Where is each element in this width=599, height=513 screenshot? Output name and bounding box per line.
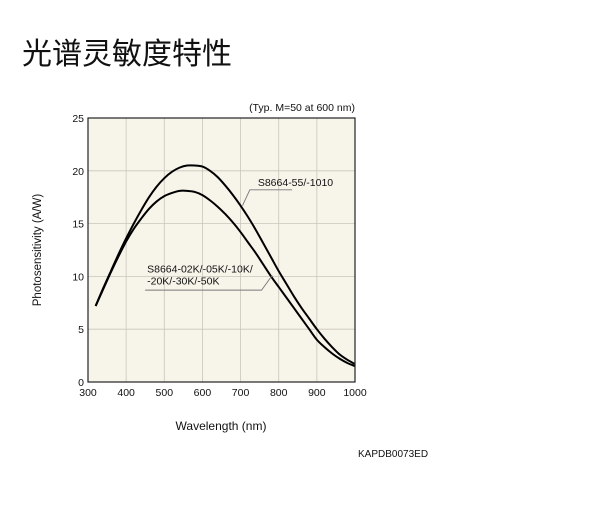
series-line-1: [94, 164, 356, 365]
y-tick-label: 0: [78, 377, 84, 389]
x-tick-label: 600: [194, 387, 212, 399]
curve-annotations: S8664-55/-1010 S8664-02K/-05K/-10K/-20K/-…: [145, 177, 333, 291]
y-tick-label: 25: [72, 113, 84, 125]
x-tick-label: 500: [156, 387, 174, 399]
y-tick-label: 5: [78, 324, 84, 336]
plot-area-frame: [87, 117, 356, 383]
plot-area-background: [88, 118, 355, 382]
annotation-leader-2: [145, 275, 273, 291]
grid-lines: [88, 118, 355, 382]
series-line-2: [94, 189, 356, 368]
figure-id: KAPDB0073ED: [358, 449, 429, 460]
x-tick-label: 700: [232, 387, 250, 399]
y-tick-label: 10: [72, 271, 84, 283]
chart-note: (Typ. M=50 at 600 nm): [249, 102, 355, 114]
x-axis-label: Wavelength (nm): [176, 419, 267, 433]
series-label-2: S8664-02K/-05K/-10K/: [147, 263, 253, 275]
y-tick-label: 15: [72, 219, 84, 231]
x-tick-label: 1000: [343, 387, 367, 399]
y-tick-label: 20: [72, 166, 84, 178]
y-axis-label: Photosensitivity (A/W): [32, 194, 44, 307]
x-tick-label: 300: [79, 387, 97, 399]
x-tick-label: 900: [308, 387, 326, 399]
series-label-1: S8664-55/-1010: [258, 177, 333, 189]
x-tick-label: 800: [270, 387, 288, 399]
annotation-leader-1: [242, 189, 293, 206]
x-tick-label: 400: [117, 387, 135, 399]
y-tick-labels: 0 5 10 15 20 25: [72, 113, 84, 389]
series-label-2: -20K/-30K/-50K: [147, 275, 219, 287]
curves: [94, 164, 356, 368]
x-tick-labels: 300 400 500 600 700 800 900 1000: [79, 387, 367, 399]
page-title: 光谱灵敏度特性: [22, 37, 232, 72]
